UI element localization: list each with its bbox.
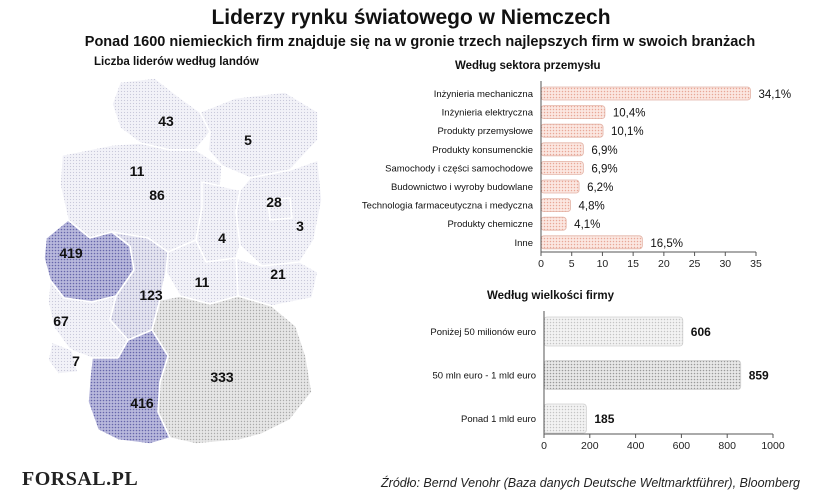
germany-map bbox=[43, 77, 323, 445]
bar bbox=[540, 123, 604, 138]
category-label: Produkty przemysłowe bbox=[437, 126, 533, 137]
forsal-logo: FORSAL.PL bbox=[22, 468, 138, 491]
x-tick-label: 400 bbox=[627, 440, 645, 452]
bar bbox=[540, 235, 643, 250]
bar bbox=[540, 105, 606, 119]
map-value-label: 5 bbox=[244, 132, 252, 148]
bar bbox=[543, 403, 587, 434]
map-region-baden-wurttemberg bbox=[87, 329, 171, 445]
data-label: 606 bbox=[691, 325, 711, 339]
data-label: 4,8% bbox=[578, 201, 604, 213]
bar bbox=[540, 142, 584, 157]
x-tick-label: 10 bbox=[597, 258, 609, 270]
map-value-label: 3 bbox=[296, 218, 304, 234]
bar bbox=[543, 360, 742, 390]
map-value-label: 123 bbox=[139, 287, 163, 303]
x-tick-label: 0 bbox=[538, 258, 544, 270]
sector-bar-chart: Inżynieria mechaniczna 34,1% Inżynieria el… bbox=[362, 81, 791, 270]
bar bbox=[540, 198, 571, 213]
logo-text: FORSAL.PL bbox=[22, 468, 139, 490]
category-label: Inżynieria mechaniczna bbox=[434, 89, 534, 100]
category-label: Inne bbox=[515, 238, 534, 249]
map-region-saxony-anhalt bbox=[195, 181, 241, 263]
x-tick-label: 35 bbox=[750, 258, 762, 270]
map-title: Liczba liderów według landów bbox=[94, 56, 259, 68]
map-value-label: 86 bbox=[149, 187, 165, 203]
data-label: 185 bbox=[594, 412, 614, 426]
bar bbox=[540, 86, 751, 101]
bar bbox=[540, 216, 567, 231]
category-label: 50 mln euro - 1 mld euro bbox=[433, 371, 537, 382]
bar bbox=[543, 316, 684, 347]
x-tick-label: 200 bbox=[581, 440, 599, 452]
data-label: 6,9% bbox=[591, 145, 617, 157]
data-label: 6,9% bbox=[591, 163, 617, 175]
category-label: Poniżej 50 milionów euro bbox=[430, 327, 536, 338]
chart-subtitle: Ponad 1600 niemieckich firm znajduje się… bbox=[84, 34, 756, 50]
category-label: Budownictwo i wyroby budowlane bbox=[391, 182, 533, 193]
map-value-label: 21 bbox=[270, 266, 286, 282]
map-region-saarland bbox=[47, 341, 79, 375]
map-value-label: 419 bbox=[59, 245, 83, 261]
map-region-berlin bbox=[267, 197, 293, 221]
sector-chart-title: Według sektora przemysłu bbox=[455, 60, 601, 72]
category-label: Samochody i części samochodowe bbox=[385, 163, 533, 174]
category-label: Produkty chemiczne bbox=[447, 219, 533, 230]
category-label: Ponad 1 mld euro bbox=[461, 414, 536, 425]
map-value-label: 416 bbox=[130, 395, 154, 411]
map-value-label: 11 bbox=[195, 274, 210, 290]
x-tick-label: 15 bbox=[627, 258, 639, 270]
x-tick-label: 800 bbox=[718, 440, 736, 452]
data-label: 4,1% bbox=[574, 219, 600, 231]
data-label: 859 bbox=[749, 369, 769, 383]
x-tick-label: 5 bbox=[569, 258, 575, 270]
category-label: Technologia farmaceutyczna i medyczna bbox=[362, 201, 534, 212]
category-label: Produkty konsumenckie bbox=[432, 145, 533, 156]
chart-title: Liderzy rynku światowego w Niemczech bbox=[211, 6, 611, 29]
data-label: 16,5% bbox=[650, 238, 683, 250]
map-value-label: 11 bbox=[130, 163, 145, 179]
size-chart-title: Według wielkości firmy bbox=[487, 290, 614, 302]
x-tick-label: 30 bbox=[719, 258, 731, 270]
map-value-label: 7 bbox=[72, 353, 80, 369]
map-value-label: 28 bbox=[266, 194, 282, 210]
bar bbox=[540, 160, 584, 175]
map-value-label: 43 bbox=[158, 113, 174, 129]
source-note: Źródło: Bernd Venohr (Baza danych Deutsc… bbox=[381, 476, 800, 490]
size-bar-chart: Poniżej 50 milionów euro 606 50 mln euro -… bbox=[430, 311, 785, 452]
x-tick-label: 1000 bbox=[761, 440, 785, 452]
map-value-label: 333 bbox=[210, 369, 234, 385]
bar bbox=[540, 179, 580, 194]
data-label: 34,1% bbox=[758, 89, 791, 101]
x-tick-label: 25 bbox=[689, 258, 701, 270]
x-tick-label: 0 bbox=[541, 440, 547, 452]
data-label: 10,4% bbox=[613, 108, 646, 120]
category-label: Inżynieria elektryczna bbox=[442, 108, 534, 119]
data-label: 6,2% bbox=[587, 182, 613, 194]
x-tick-label: 600 bbox=[673, 440, 691, 452]
map-value-label: 4 bbox=[218, 230, 226, 246]
data-label: 10,1% bbox=[611, 126, 644, 138]
map-value-label: 67 bbox=[53, 313, 69, 329]
x-tick-label: 20 bbox=[658, 258, 670, 270]
